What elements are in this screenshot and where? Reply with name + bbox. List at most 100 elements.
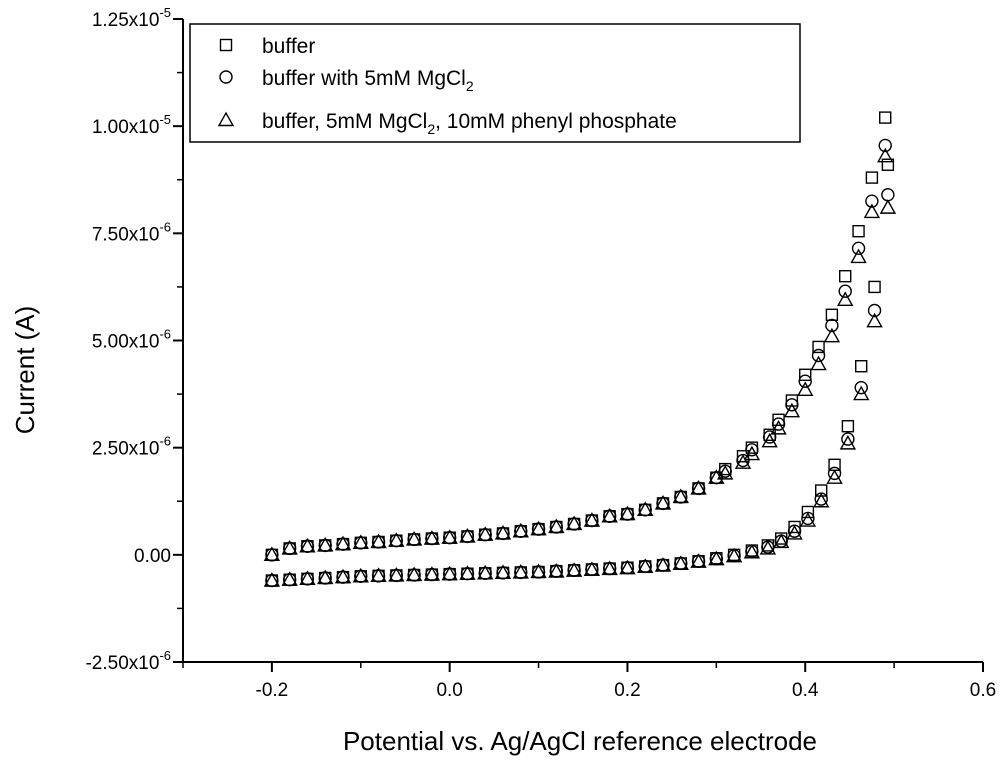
series-triangle: [263, 147, 897, 587]
data-point-triangle: [548, 518, 565, 534]
data-point-triangle: [672, 488, 689, 504]
data-point-triangle: [690, 553, 707, 568]
data-point-square: [785, 394, 799, 407]
data-point-square: [736, 450, 750, 463]
y-axis-ticks: -2.50x10-6 0.00 2.50x10-6 5.00x10-6 7.50x10-…: [85, 5, 183, 674]
y-tick-label: -2.50x10-6: [85, 648, 171, 674]
data-point-triangle: [813, 492, 830, 508]
data-point-triangle: [281, 539, 298, 555]
data-point-triangle: [494, 564, 512, 580]
legend-label: buffer: [262, 35, 315, 58]
data-point-triangle: [263, 546, 281, 562]
data-point-triangle: [837, 291, 854, 306]
data-point-triangle: [690, 479, 707, 495]
data-point-triangle: [352, 567, 369, 583]
legend-marker-triangle: [217, 111, 235, 127]
data-point-triangle: [565, 562, 583, 577]
y-tick-label: 0.00: [134, 546, 171, 567]
data-point-triangle: [334, 568, 352, 584]
data-point-triangle: [863, 203, 881, 219]
data-point-triangle: [405, 566, 423, 582]
data-point-circle: [851, 241, 866, 256]
y-tick-label: 2.50x10-6: [92, 434, 171, 460]
data-point-square: [825, 308, 839, 321]
data-point-triangle: [654, 494, 672, 510]
data-point-square: [879, 111, 892, 124]
data-point-square: [839, 270, 852, 283]
data-point-triangle: [877, 147, 894, 163]
data-point-square: [852, 224, 865, 238]
legend-marker-square: [219, 38, 233, 52]
data-point-triangle: [459, 527, 476, 543]
data-point-triangle: [459, 565, 476, 580]
data-point-triangle: [370, 533, 387, 549]
data-point-circle: [878, 138, 892, 153]
data-point-triangle: [853, 385, 870, 401]
x-tick-label: 0.4: [792, 680, 819, 701]
data-point-triangle: [263, 572, 281, 587]
data-point-triangle: [477, 564, 494, 580]
data-point-square: [841, 420, 855, 433]
data-point-triangle: [839, 434, 857, 450]
data-point-triangle: [743, 543, 761, 559]
data-point-triangle: [512, 563, 529, 579]
legend-marker-circle: [219, 70, 233, 84]
data-point-triangle: [797, 381, 814, 396]
data-point-triangle: [734, 454, 752, 469]
data-point-triangle: [799, 512, 817, 527]
data-point-triangle: [317, 569, 334, 585]
data-point-triangle: [601, 560, 618, 576]
legend-box: [189, 23, 801, 143]
y-tick-label: 7.50x10-6: [92, 219, 171, 245]
data-point-circle: [865, 194, 879, 208]
x-tick-label: 0.2: [614, 680, 640, 701]
data-point-triangle: [423, 566, 441, 581]
data-point-triangle: [388, 566, 405, 582]
data-point-circle: [841, 432, 855, 446]
data-point-circle: [771, 417, 786, 431]
data-point-triangle: [672, 555, 689, 571]
legend-label: buffer, 5mM MgCl2, 10mM phenyl phosphate: [262, 110, 677, 137]
data-point-triangle: [423, 530, 441, 545]
data-point-triangle: [850, 248, 867, 264]
data-point-triangle: [717, 464, 734, 480]
data-point-square: [881, 158, 895, 171]
data-point-triangle: [637, 558, 654, 574]
x-tick-label: 0.6: [970, 680, 996, 701]
data-point-triangle: [530, 520, 547, 536]
data-point-circle: [811, 348, 826, 363]
data-point-square: [815, 484, 828, 497]
data-point-triangle: [530, 563, 547, 579]
data-point-triangle: [708, 550, 725, 566]
x-axis-ticks: -0.2 0.0 0.2 0.4 0.6: [182, 662, 996, 701]
data-point-triangle: [783, 402, 801, 418]
data-point-square: [855, 360, 868, 373]
data-point-triangle: [334, 535, 352, 551]
data-point-circle: [798, 374, 812, 388]
data-point-circle: [785, 398, 799, 412]
data-point-triangle: [823, 327, 841, 343]
data-point-square: [788, 520, 801, 534]
data-point-triangle: [583, 512, 601, 527]
data-point-square: [801, 505, 815, 519]
data-point-triangle: [773, 533, 790, 549]
data-point-triangle: [352, 534, 369, 550]
data-point-triangle: [654, 557, 672, 572]
data-point-circle: [762, 430, 777, 444]
data-point-square: [772, 413, 785, 427]
data-point-triangle: [388, 532, 405, 547]
data-point-triangle: [810, 355, 827, 371]
data-point-triangle: [299, 570, 316, 586]
data-markers: [263, 111, 897, 588]
data-point-triangle: [299, 537, 316, 553]
data-point-triangle: [619, 559, 636, 575]
data-point-circle: [745, 443, 759, 457]
data-point-triangle: [826, 469, 843, 484]
data-point-circle: [838, 284, 852, 298]
data-point-triangle: [548, 563, 565, 578]
x-tick-label: 0.0: [436, 680, 462, 701]
data-point-triangle: [879, 199, 897, 214]
data-point-triangle: [866, 312, 883, 328]
data-point-triangle: [743, 445, 761, 461]
